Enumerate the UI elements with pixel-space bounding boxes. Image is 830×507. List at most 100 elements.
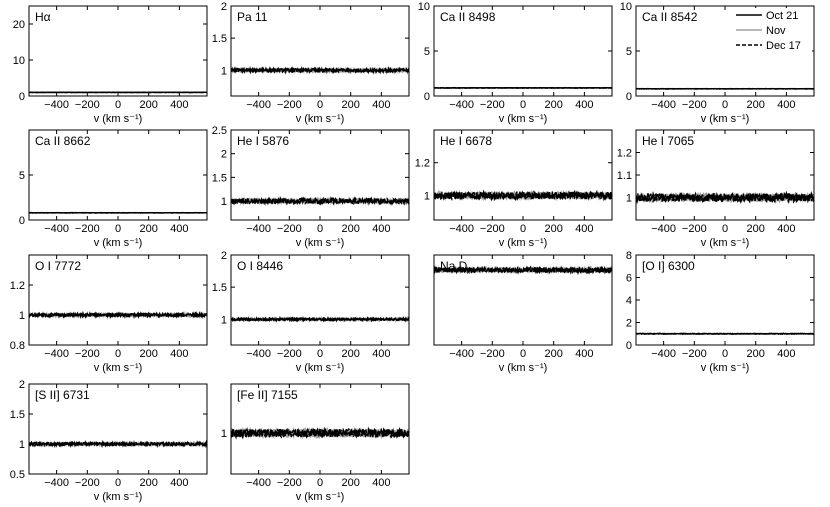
panel-2-ytick-label: 10 — [418, 1, 430, 13]
legend-label-1: Nov — [766, 25, 786, 37]
panel-7-ytick-label: 1 — [626, 193, 632, 205]
panel-0-xtick-label: −400 — [44, 99, 69, 111]
panel-5-ytick-label: 1.5 — [212, 172, 227, 184]
panel-8-xlabel: v (km s⁻¹) — [94, 362, 143, 374]
panel-11-curves — [636, 332, 814, 336]
legend-box — [732, 8, 812, 56]
panel-13-xtick-label: 200 — [342, 477, 360, 489]
panel-10-xtick-label: 200 — [545, 348, 563, 360]
panel-4: −400 −200 0 200 400 v (km s⁻¹) 0 5 Ca II 8662 — [19, 129, 208, 249]
panel-8-xtick-label: 200 — [140, 348, 158, 360]
panel-7-xtick-label: 400 — [777, 223, 795, 235]
panel-4-xtick-label: −200 — [75, 223, 100, 235]
panel-9-ytick-label: 2 — [221, 250, 227, 262]
panel-10-xtick-label: −200 — [480, 348, 505, 360]
panel-1-xtick-label: 400 — [372, 99, 390, 111]
panel-9-ytick-label: 1.5 — [212, 282, 227, 294]
panel-5-xtick-label: 0 — [317, 223, 323, 235]
panel-2-xtick-label: 200 — [545, 99, 563, 111]
panel-13-xtick-label: −200 — [277, 477, 302, 489]
panel-8-xtick-label: −400 — [44, 348, 69, 360]
panel-12-oct21-line — [29, 439, 207, 449]
panel-1: −400 −200 0 200 400 v (km s⁻¹) 1 1.5 2 Pa 11 — [212, 1, 410, 125]
panel-6-ytick-label: 1.2 — [415, 158, 430, 170]
panel-12-xtick-label: 0 — [115, 477, 121, 489]
panel-11-xlabel: v (km s⁻¹) — [701, 362, 750, 374]
panel-12-curves — [29, 439, 207, 449]
panel-4-xtick-label: 200 — [140, 223, 158, 235]
panel-5-ytick-label: 2 — [221, 149, 227, 161]
panel-3-xtick-label: 0 — [722, 99, 728, 111]
panel-2-xtick-label: −200 — [480, 99, 505, 111]
panel-8-curves — [29, 310, 207, 320]
panel-5-ytick-label: 2.5 — [212, 125, 227, 137]
panel-11-ytick-label: 2 — [626, 318, 632, 330]
panel-7-xlabel: v (km s⁻¹) — [701, 237, 750, 249]
panel-9-xtick-label: 0 — [317, 348, 323, 360]
panel-5-xtick-label: −400 — [246, 223, 271, 235]
panel-10-curves — [434, 265, 612, 276]
panel-3-ytick-label: 0 — [626, 91, 632, 103]
panel-13-ytick-label: 1 — [221, 428, 227, 440]
panel-7-xtick-label: 200 — [747, 223, 765, 235]
panel-6-oct21-line — [434, 189, 612, 202]
panel-9-ytick-label: 1 — [221, 314, 227, 326]
panel-13-xtick-label: 0 — [317, 477, 323, 489]
panel-12: −400 −200 0 200 400 v (km s⁻¹) 0.5 1 1.5 2 [S II] … — [10, 379, 208, 503]
panel-9-xtick-label: 400 — [372, 348, 390, 360]
panel-1-ytick-label: 1.5 — [212, 33, 227, 45]
panel-7-title: He I 7065 — [642, 134, 694, 148]
panel-7-curves — [636, 190, 814, 205]
panel-0-xlabel: v (km s⁻¹) — [94, 113, 143, 125]
panel-11-ytick-label: 0 — [626, 340, 632, 352]
panel-11-xtick-label: −400 — [651, 348, 676, 360]
panel-11-title: [O I] 6300 — [642, 259, 695, 273]
panel-2-ytick-label: 5 — [424, 46, 430, 58]
panel-7-ytick-label: 1.2 — [617, 148, 632, 160]
panel-11-xtick-label: 200 — [747, 348, 765, 360]
panel-1-ytick-label: 1 — [221, 65, 227, 77]
panel-0: −400 −200 0 200 400 v (km s⁻¹) 0 10 20 Hα — [13, 5, 208, 125]
panel-3-xtick-label: 400 — [777, 99, 795, 111]
panel-4-ytick-label: 5 — [19, 170, 25, 182]
panel-9-xtick-label: −400 — [246, 348, 271, 360]
panel-12-xtick-label: −400 — [44, 477, 69, 489]
panel-3-xtick-label: −400 — [651, 99, 676, 111]
panel-0-xtick-label: −200 — [75, 99, 100, 111]
panel-9-curves — [231, 315, 409, 323]
panel-1-xtick-label: 0 — [317, 99, 323, 111]
panel-0-ytick-label: 10 — [13, 55, 25, 67]
panel-5-curves — [231, 195, 409, 207]
panel-12-ytick-label: 1.5 — [10, 409, 25, 421]
panel-12-xtick-label: 200 — [140, 477, 158, 489]
panel-1-xlabel: v (km s⁻¹) — [296, 113, 345, 125]
panel-3-xtick-label: 200 — [747, 99, 765, 111]
panel-1-title: Pa 11 — [237, 10, 268, 24]
panel-12-xlabel: v (km s⁻¹) — [94, 491, 143, 503]
panel-13-xtick-label: −400 — [246, 477, 271, 489]
panel-0-frame — [28, 5, 208, 97]
panel-8-title: O I 7772 — [35, 259, 81, 273]
panel-13-oct21-line — [231, 426, 409, 440]
panel-11-oct21-line — [636, 332, 814, 336]
panel-11-ytick-label: 4 — [626, 295, 632, 307]
panel-8-xtick-label: −200 — [75, 348, 100, 360]
panel-11-ytick-label: 8 — [626, 250, 632, 262]
panel-11-xtick-label: −200 — [682, 348, 707, 360]
panel-6-xtick-label: −400 — [449, 223, 474, 235]
panel-1-ytick-label: 2 — [221, 1, 227, 13]
panel-3-ytick-label: 5 — [626, 46, 632, 58]
panel-2-ytick-label: 0 — [424, 91, 430, 103]
panel-3-title: Ca II 8542 — [642, 10, 698, 24]
panel-6-xtick-label: 200 — [545, 223, 563, 235]
panel-6-xtick-label: 400 — [575, 223, 593, 235]
panel-1-oct21-line — [231, 65, 409, 75]
panel-10-xtick-label: 0 — [520, 348, 526, 360]
panel-1-xtick-label: −200 — [277, 99, 302, 111]
panel-6-ytick-label: 1 — [424, 190, 430, 202]
panel-6-title: He I 6678 — [440, 134, 492, 148]
panel-4-xtick-label: −400 — [44, 223, 69, 235]
panel-9-xtick-label: −200 — [277, 348, 302, 360]
panel-10-xtick-label: 400 — [575, 348, 593, 360]
panel-11: −400 −200 0 200 400 v (km s⁻¹) 0 2 4 6 8 [O I] 6300 — [626, 250, 815, 374]
